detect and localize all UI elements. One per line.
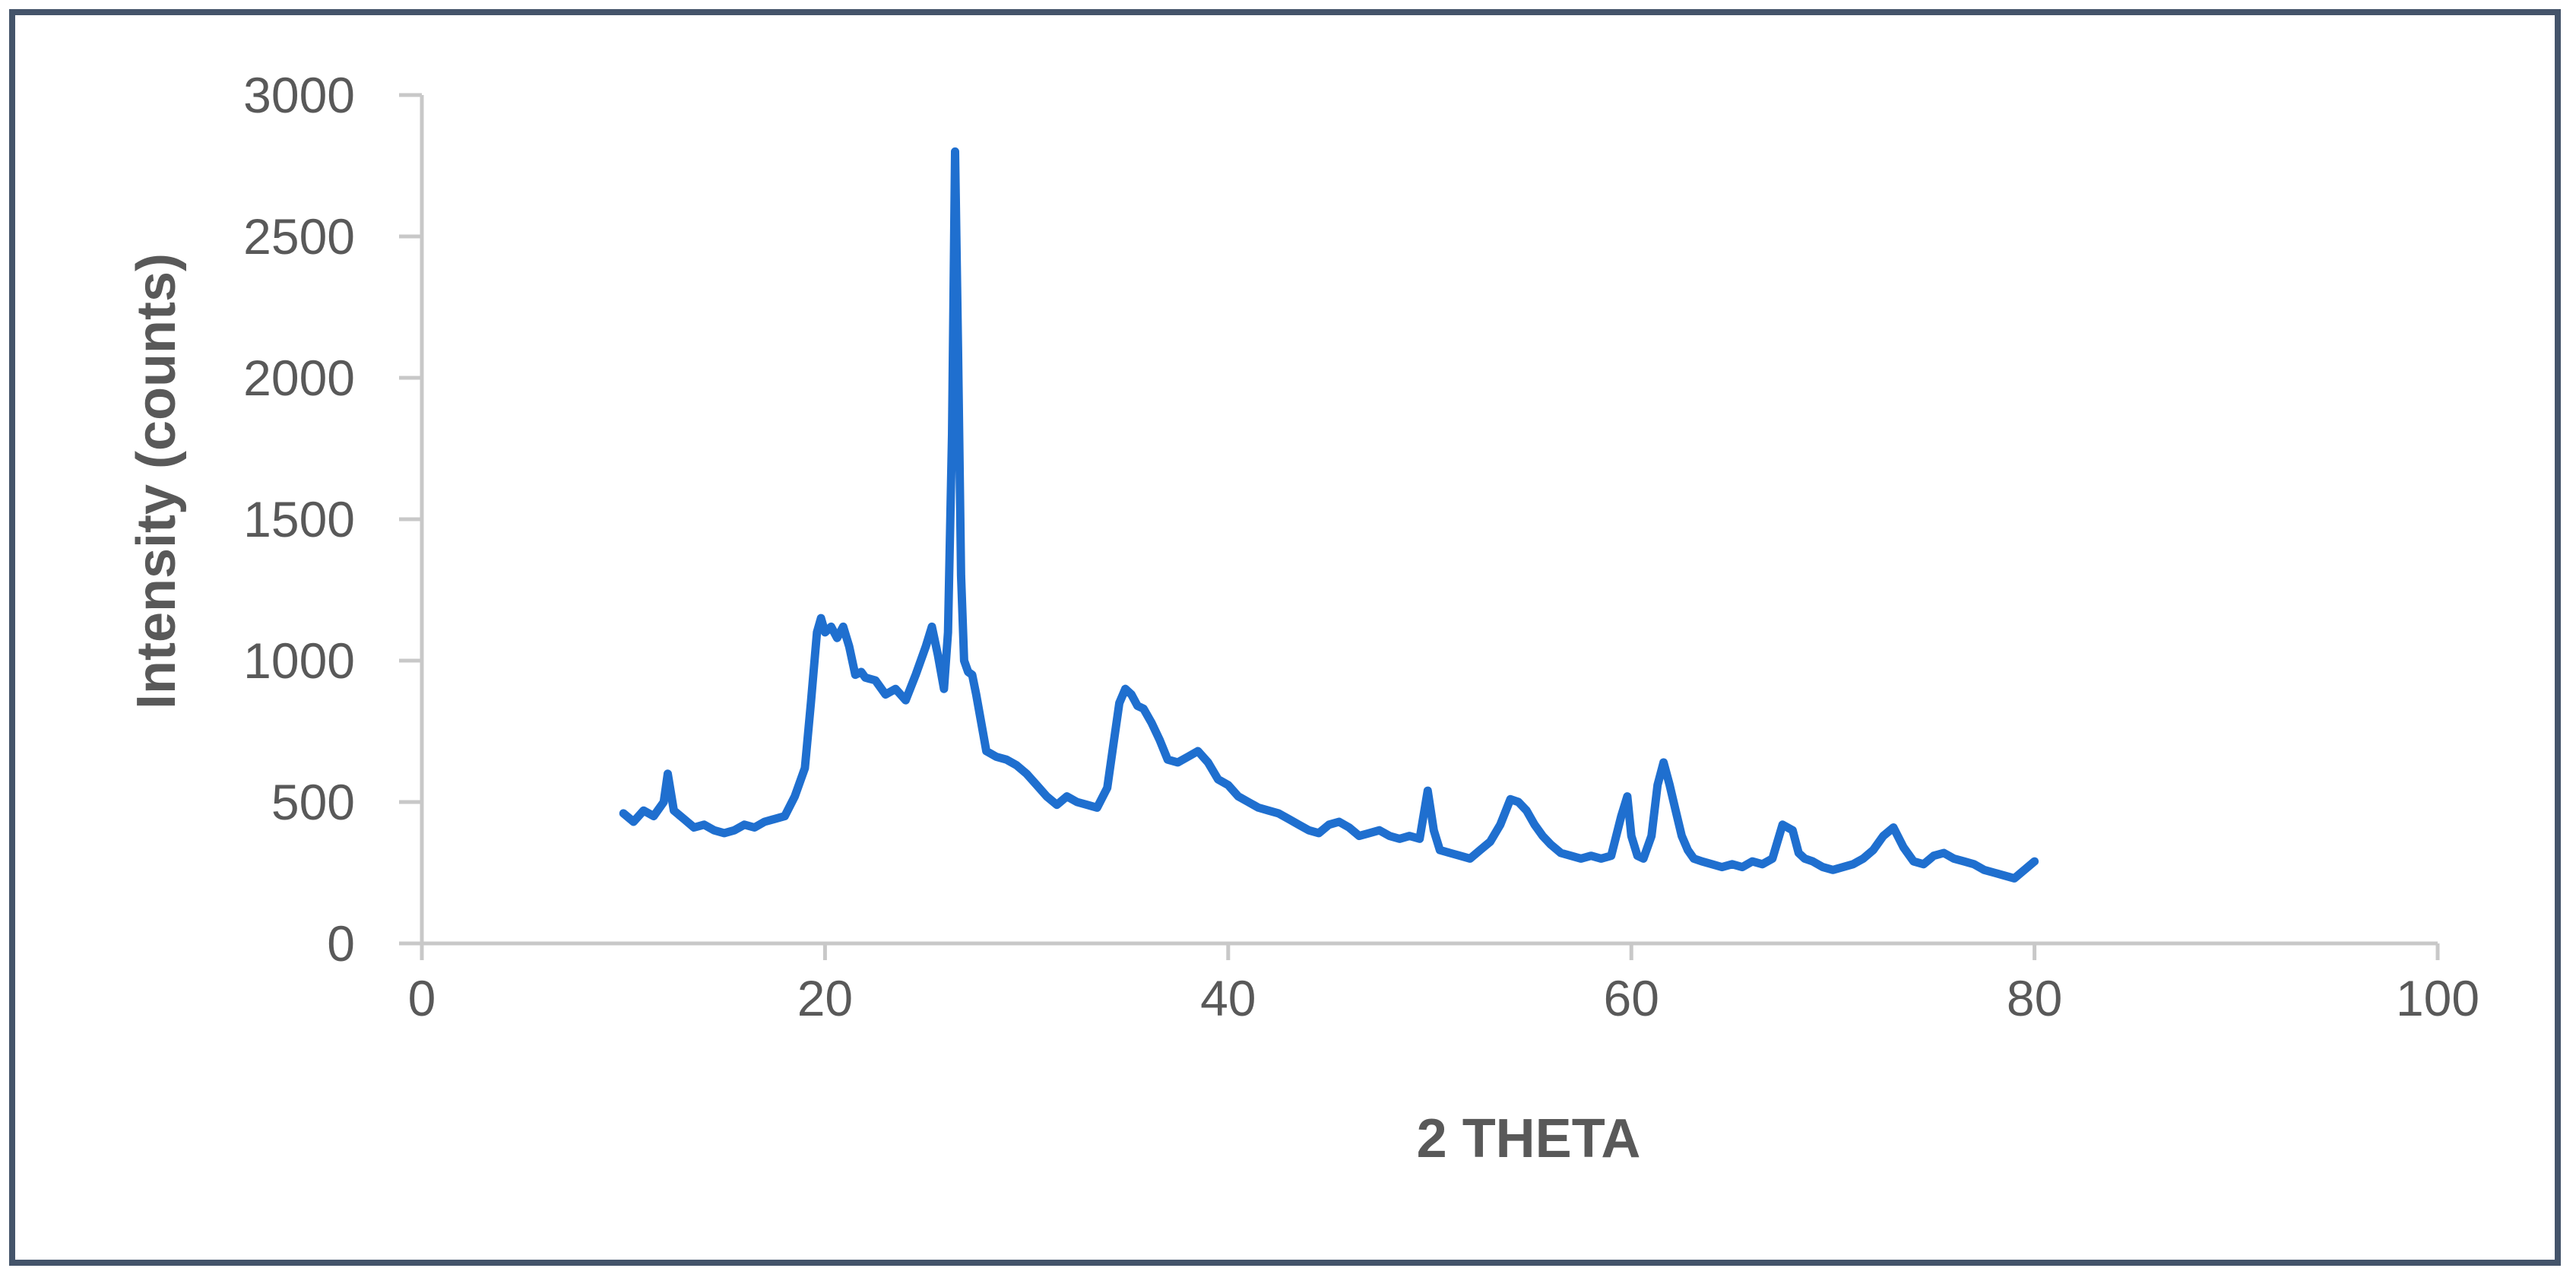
y-tick-label: 500 [271,774,355,830]
y-tick-label: 0 [327,915,355,972]
x-tick-group: 0 20 40 60 80 100 [408,943,2479,1026]
y-axis-title: Intensity (counts) [126,253,187,709]
x-axis-title: 2 THETA [1417,1108,1641,1169]
y-tick-group: 0 500 1000 1500 2000 2500 3000 [243,67,422,972]
x-tick-label: 20 [797,970,853,1026]
series-line-0 [619,147,2039,883]
x-tick-label: 100 [2396,970,2479,1026]
y-tick-label: 2000 [243,350,355,406]
y-tick-label: 2500 [243,208,355,265]
x-tick-label: 80 [2007,970,2062,1026]
series-layer [619,147,2039,883]
x-tick-label: 0 [408,970,436,1026]
x-tick-label: 40 [1200,970,1256,1026]
y-tick-label: 1000 [243,632,355,689]
chart-frame [9,9,2561,1266]
y-tick-label: 1500 [243,491,355,547]
y-tick-label: 3000 [243,67,355,123]
x-tick-label: 60 [1603,970,1659,1026]
